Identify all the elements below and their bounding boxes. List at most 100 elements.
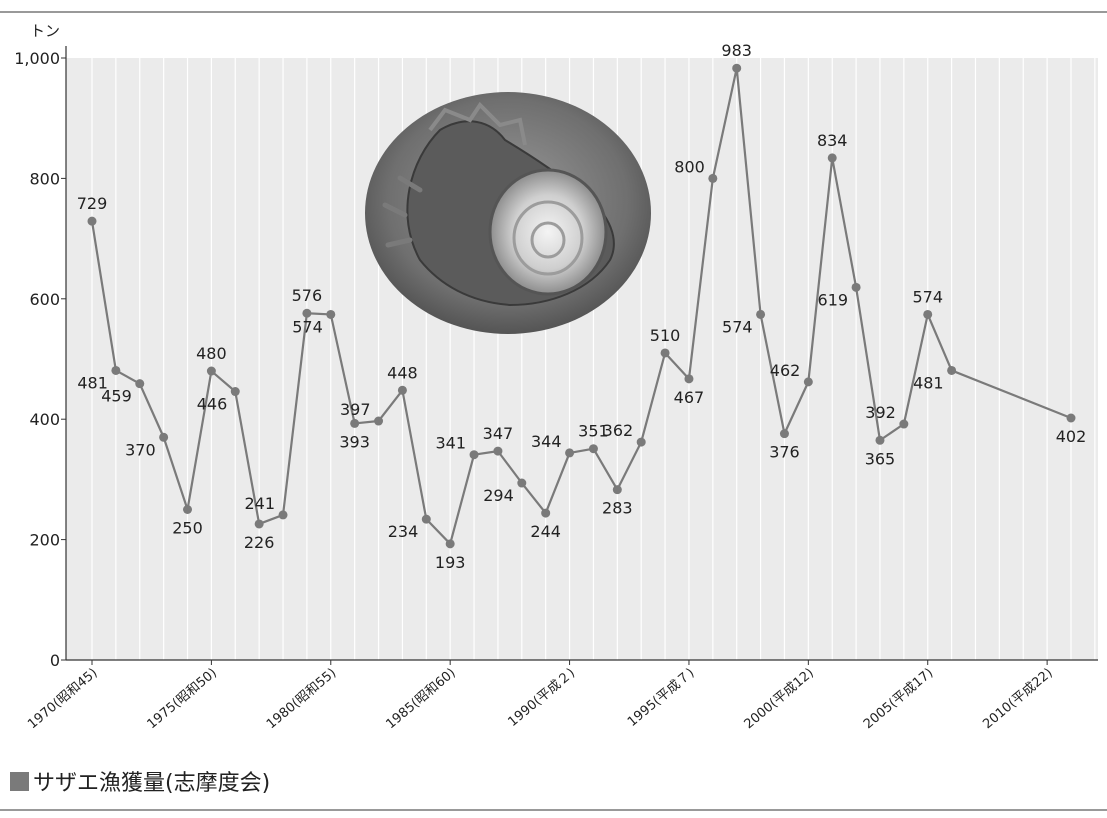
data-label: 983 [721,41,752,60]
data-point [183,505,193,514]
data-point [206,366,216,376]
data-label: 619 [818,290,849,309]
data-label: 462 [770,361,801,380]
data-label: 397 [340,400,371,419]
data-point [159,432,169,442]
data-label: 481 [77,373,108,392]
data-point [541,508,551,518]
data-point [517,478,527,488]
data-point [588,444,598,454]
x-tick-label: 2000(平成12) [742,666,817,733]
legend: サザエ漁獲量(志摩度会) [10,765,270,797]
x-tick-label: 1990(平成２) [505,666,578,730]
data-point [254,519,264,529]
y-tick-label: 0 [50,651,60,670]
data-label: 294 [483,486,514,505]
data-label: 800 [674,157,705,176]
data-label: 283 [602,499,633,518]
data-label: 480 [196,344,227,363]
x-tick-label: 1995(平成７) [625,666,698,730]
data-point [87,216,97,226]
shell-whorl-inner [530,221,566,259]
data-label: 459 [101,387,132,406]
x-tick-label: 1980(昭和55) [264,666,339,733]
data-label: 226 [244,533,275,552]
data-point [493,446,503,456]
data-point [1066,413,1076,423]
x-tick-label: 1985(昭和60) [383,666,458,733]
legend-label: サザエ漁獲量(志摩度会) [33,771,271,796]
data-labels: 7294814593702504804462262415765743933974… [77,41,1087,572]
data-label: 370 [125,440,156,459]
data-label: 341 [436,434,467,453]
data-point [445,539,455,549]
data-label: 250 [172,519,203,538]
x-tick-label: 2005(平成17) [861,666,936,733]
data-label: 344 [531,432,562,451]
data-point [899,419,909,429]
data-point [302,308,312,318]
x-tick-label: 2010(平成22) [980,666,1055,733]
y-tick-label: 600 [29,290,60,309]
shell-photo [365,92,651,334]
shell-opening [488,168,608,296]
data-point [326,309,336,319]
data-point [851,282,861,292]
data-point [565,448,575,458]
data-label: 392 [865,403,896,422]
data-label: 574 [292,317,323,336]
y-tick-label: 1,000 [14,49,60,68]
data-point [923,309,933,319]
y-axis-label: トン [30,22,60,40]
x-tick-label: 1970(昭和45) [25,666,100,733]
grid [91,58,1096,660]
data-label: 574 [912,287,943,306]
data-label: 241 [244,494,275,513]
data-point [350,418,360,428]
data-point [636,437,646,447]
data-point [875,435,885,445]
data-label: 365 [865,449,896,468]
series-polyline [90,67,1072,545]
data-label: 193 [435,553,466,572]
data-label: 481 [913,373,944,392]
y-tick-label: 800 [29,169,60,188]
x-tick-label: 1975(昭和50) [145,666,220,733]
data-label: 574 [722,317,753,336]
data-point [612,485,622,495]
shell-whorl-outer [512,200,584,276]
data-point [684,374,694,384]
data-label: 234 [388,522,419,541]
data-label: 510 [650,326,681,345]
data-point [732,63,742,73]
y-tick-label: 200 [29,531,60,550]
data-label: 347 [483,424,514,443]
data-label: 402 [1056,427,1087,446]
data-point [708,173,718,183]
data-label: 244 [530,522,561,541]
data-label: 351 [578,422,609,441]
data-label: 362 [603,421,634,440]
data-point [374,416,384,426]
data-point [111,365,121,375]
shell-spires [428,101,527,146]
data-point [779,429,789,439]
data-point [230,387,240,397]
data-point [756,309,766,319]
data-point [803,377,813,387]
data-label: 467 [674,388,705,407]
data-point [660,348,670,358]
data-point [397,385,407,395]
data-point [947,365,957,375]
data-label: 376 [769,443,800,462]
data-point [421,514,431,524]
data-point [827,153,837,163]
data-label: 576 [292,286,323,305]
data-point [469,450,479,460]
y-tick-label: 400 [29,410,60,429]
data-label: 448 [387,363,418,382]
shell-spines [382,175,423,248]
data-label: 393 [339,432,370,451]
